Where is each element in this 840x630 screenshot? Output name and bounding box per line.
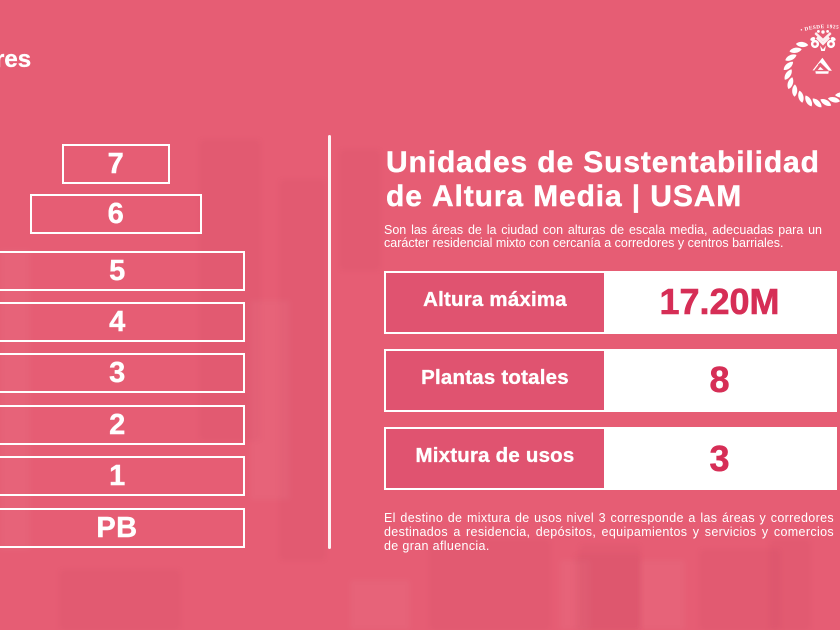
- svg-text:• DESDE 1925 •: • DESDE 1925 •: [800, 24, 840, 34]
